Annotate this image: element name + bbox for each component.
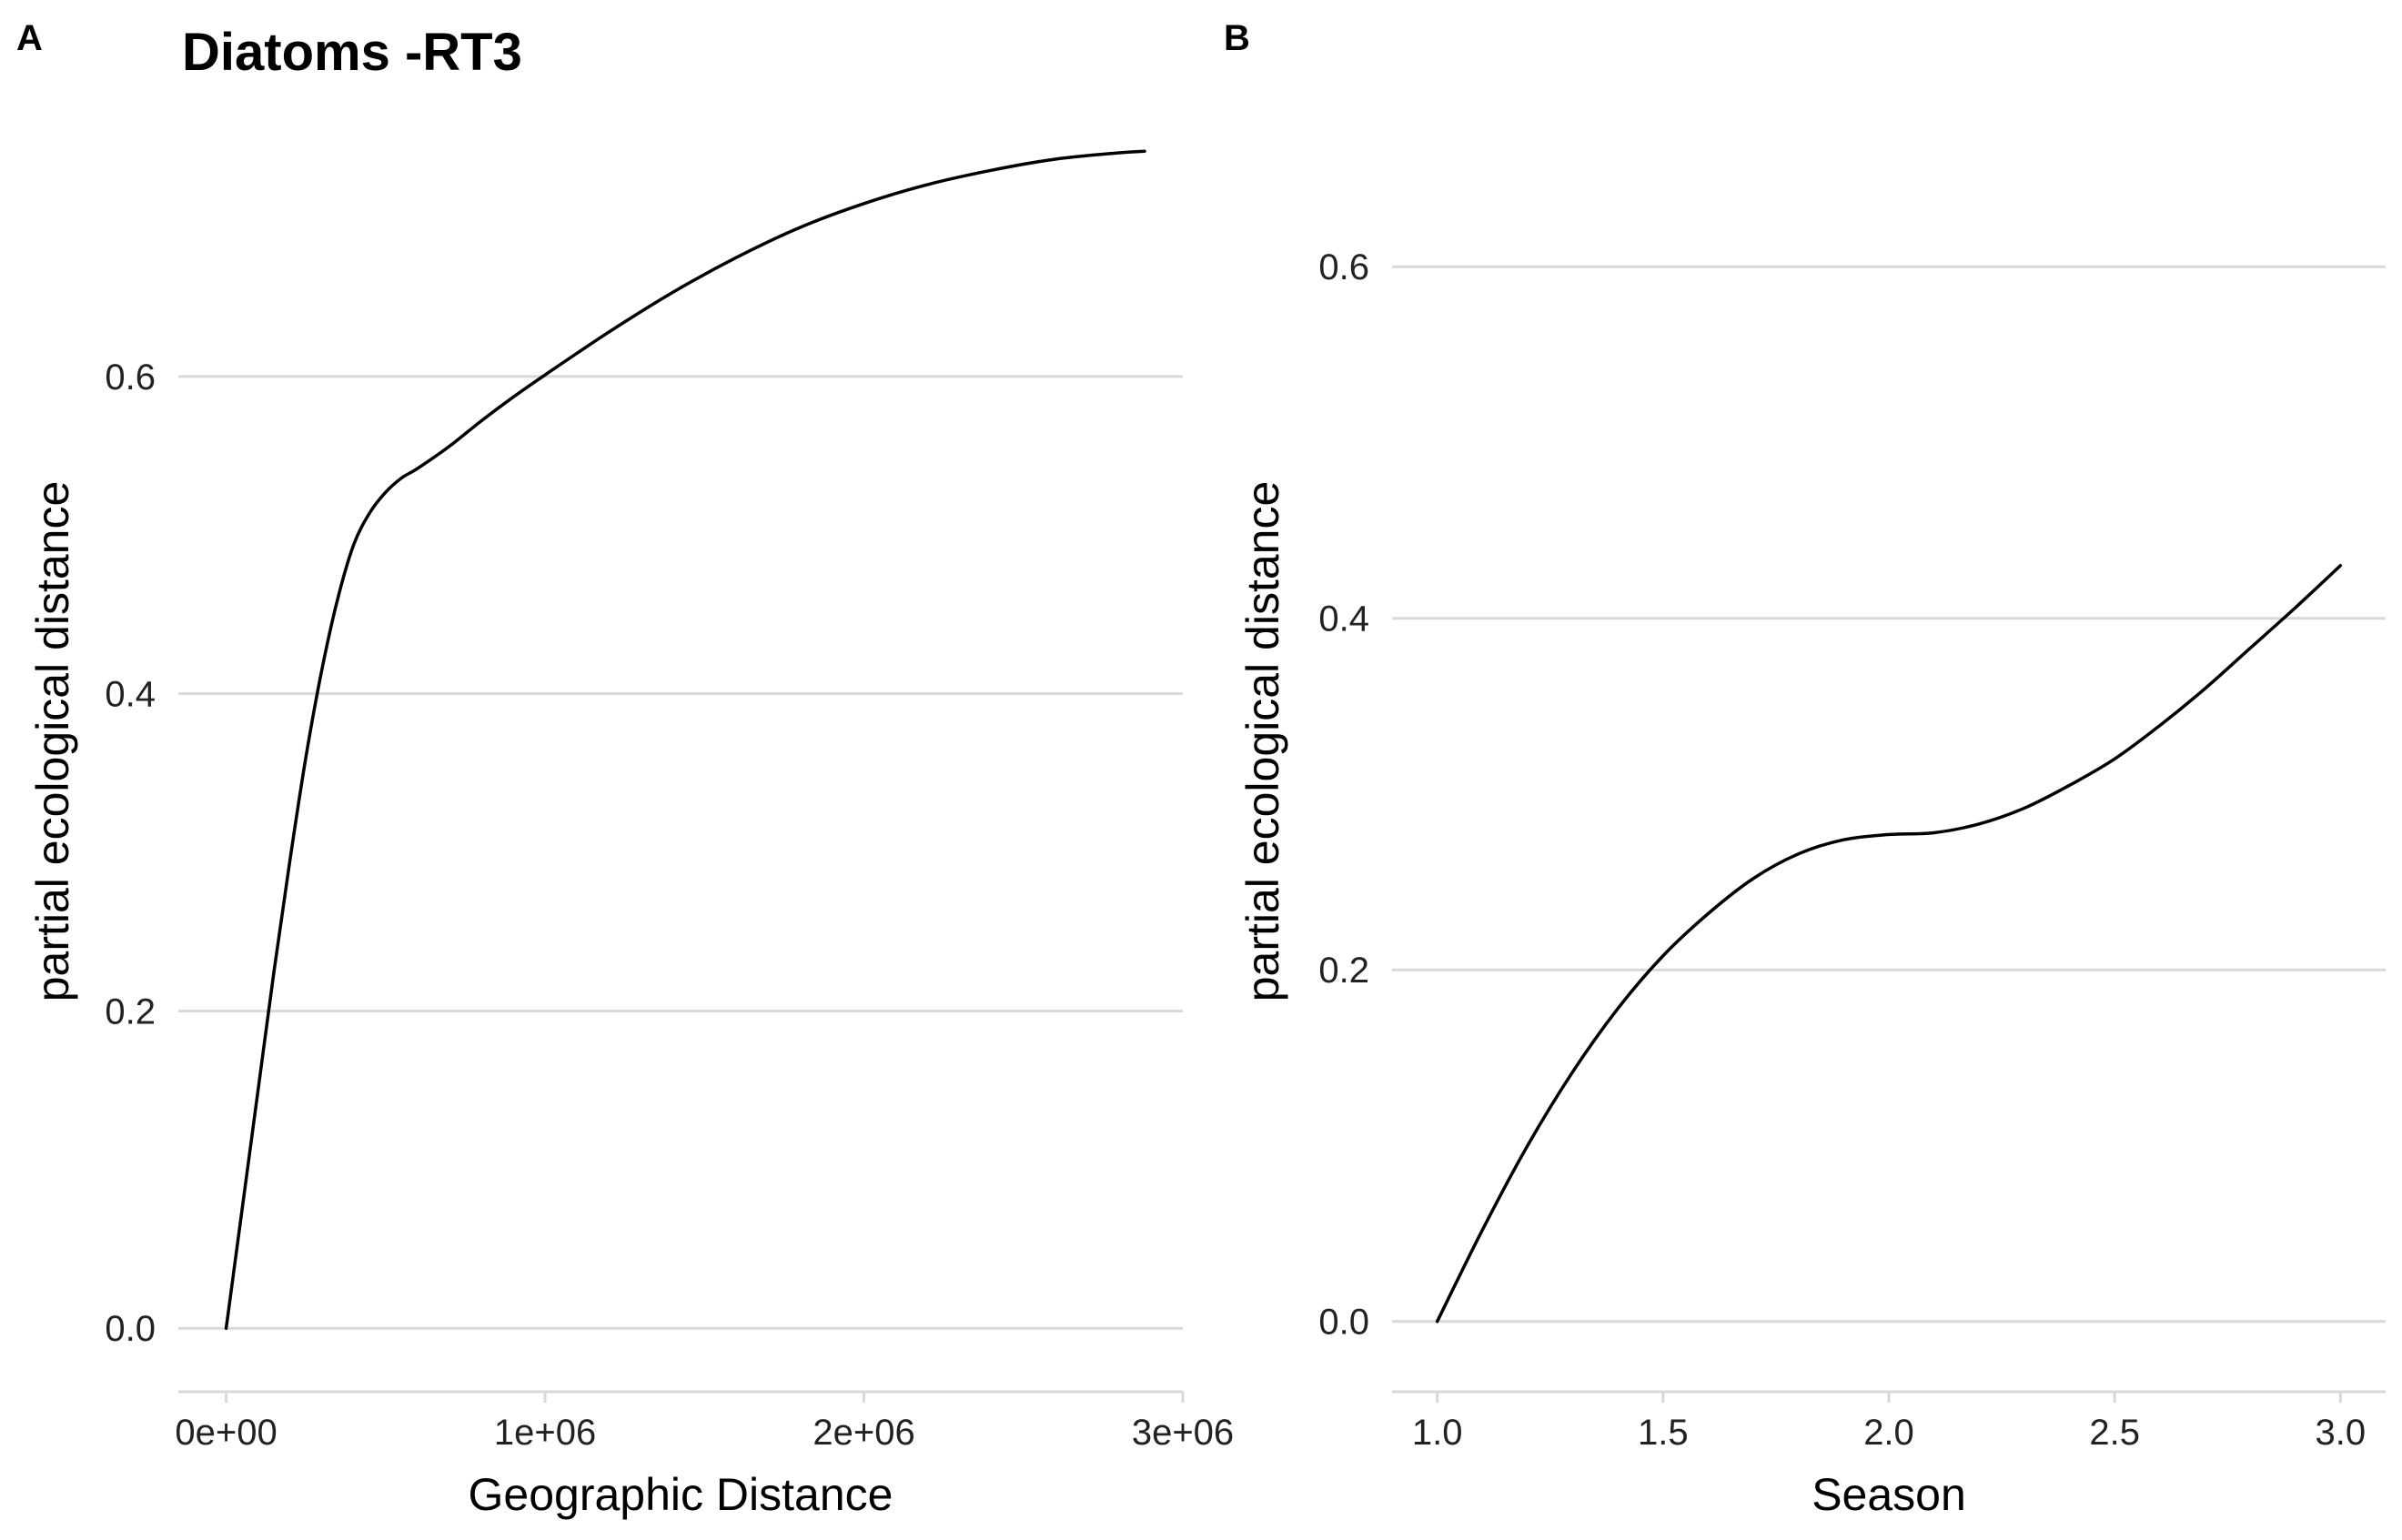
panel-label: B [1224,18,1250,58]
chart-panel-b: B 0.0 0.2 0.4 0.6 1.0 1.5 2.0 2.5 3.0 Season partia… [1224,18,2386,1520]
y-tick-label: 0.6 [105,357,156,398]
series-line [1435,564,2343,1324]
x-tick-label: 1.5 [1638,1413,1689,1453]
y-tick-label: 0.0 [1318,1303,1369,1343]
y-tick-label: 0.2 [1318,951,1369,991]
x-tick-label: 2e+06 [812,1413,914,1453]
y-axis-title: partial ecological distance [1237,481,1288,1002]
panel-label: A [16,18,43,58]
x-tick-label: 0e+00 [175,1413,277,1453]
chart-panel-a: A Diatoms -RT3 0.0 0.2 0.4 0.6 0e+00 1e+06 2e+06… [16,18,1234,1520]
chart-title: Diatoms -RT3 [182,23,522,82]
y-tick-label: 0.6 [1318,247,1369,287]
y-tick-label: 0.0 [105,1309,156,1349]
y-tick-label: 0.2 [105,991,156,1032]
x-tick-label: 3e+06 [1132,1413,1234,1453]
x-axis-title: Geographic Distance [469,1469,893,1520]
y-axis-title: partial ecological distance [27,481,78,1002]
x-tick-label: 2.5 [2089,1413,2140,1453]
x-tick-label: 3.0 [2316,1413,2367,1453]
x-tick-label: 2.0 [1863,1413,1914,1453]
x-tick-label: 1e+06 [494,1413,596,1453]
series-line [224,149,1146,1330]
y-tick-label: 0.4 [105,675,156,715]
y-tick-label: 0.4 [1318,599,1369,639]
x-axis-title: Season [1812,1469,1966,1520]
x-tick-label: 1.0 [1412,1413,1463,1453]
